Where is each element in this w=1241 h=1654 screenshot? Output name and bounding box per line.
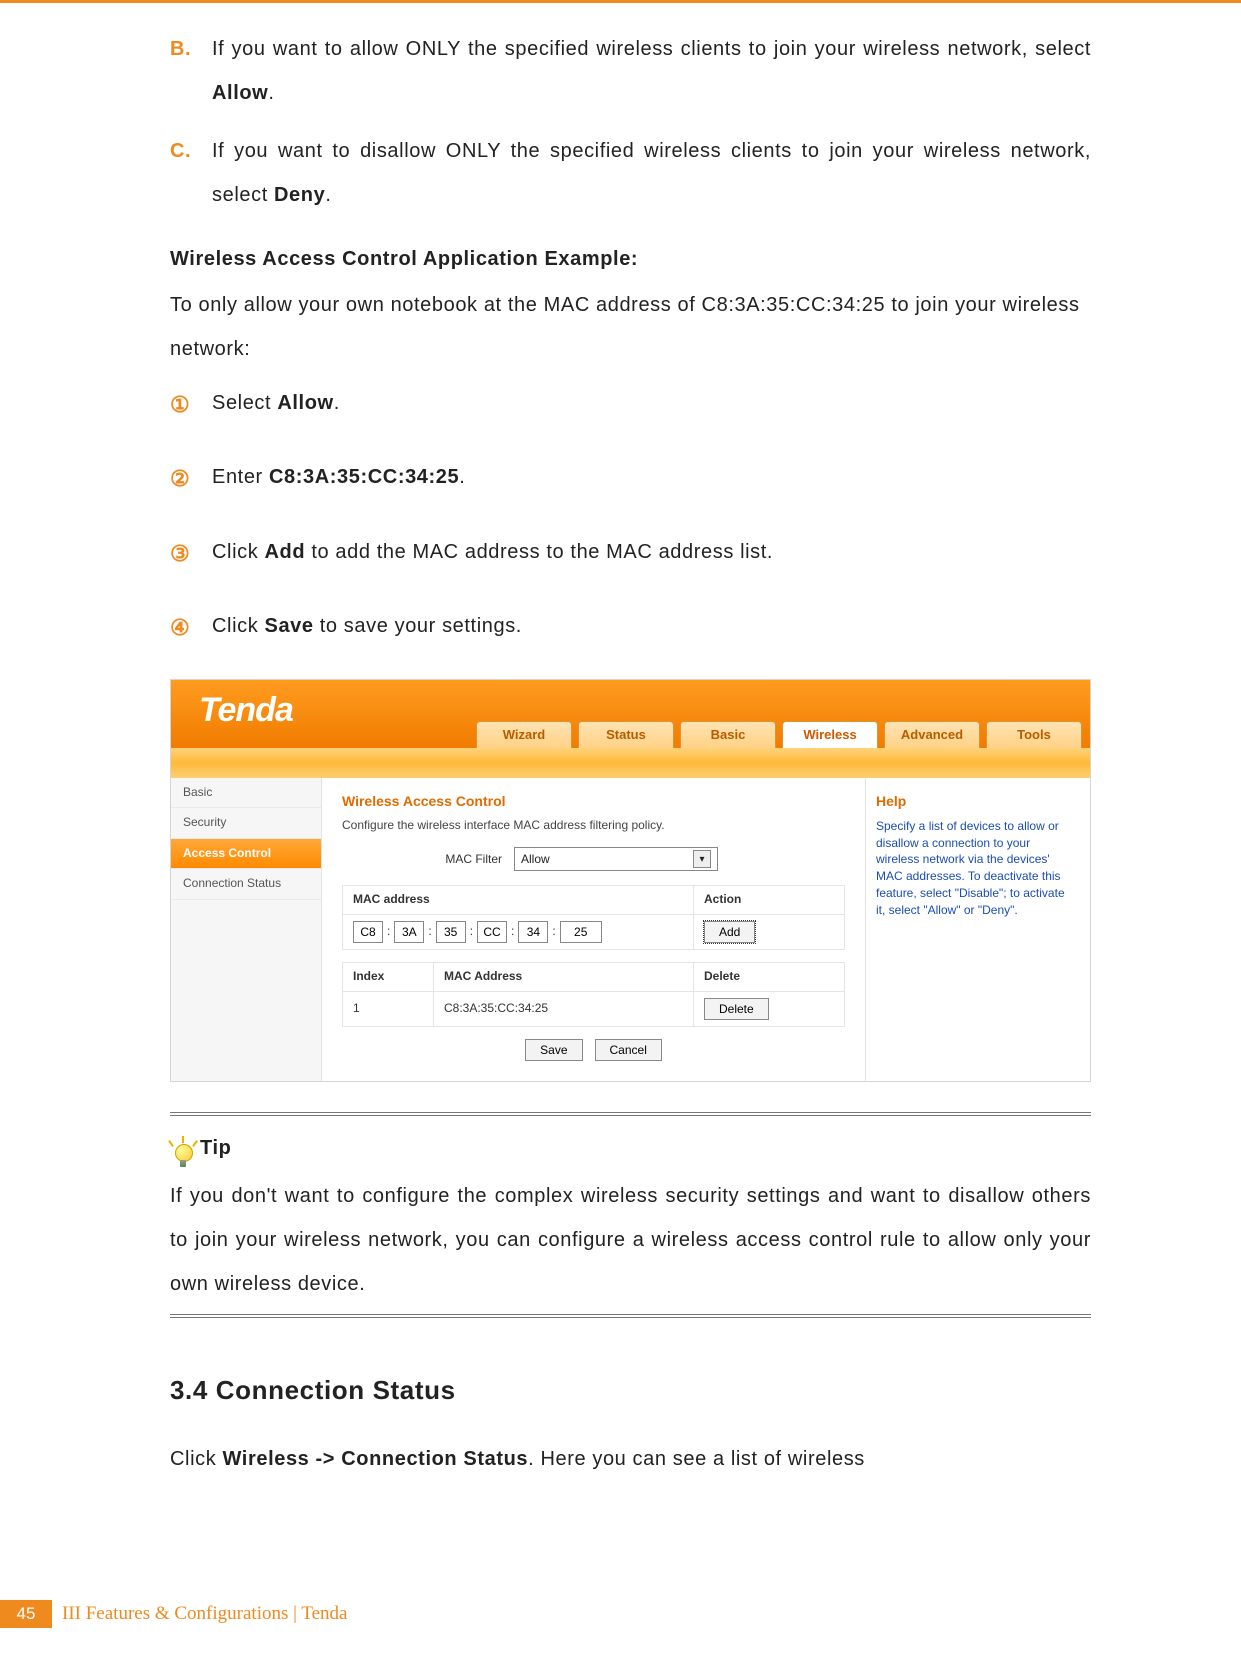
step2-pre: Enter xyxy=(212,466,269,488)
text-c: If you want to disallow ONLY the specifi… xyxy=(212,129,1091,217)
col-mac-address: MAC address xyxy=(343,886,694,915)
list-item-c: C. If you want to disallow ONLY the spec… xyxy=(170,129,1091,217)
row-index: 1 xyxy=(343,991,434,1026)
router-ui-screenshot: Tenda Wizard Status Basic Wireless Advan… xyxy=(170,679,1091,1082)
col-action: Action xyxy=(694,886,845,915)
sidebar-item-security[interactable]: Security xyxy=(171,808,321,839)
step-2: ② Enter C8:3A:35:CC:34:25. xyxy=(170,455,1091,503)
help-title: Help xyxy=(876,792,1076,810)
router-main-panel: Wireless Access Control Configure the wi… xyxy=(322,778,865,1081)
section-3-4-lead: Click Wireless -> Connection Status. Her… xyxy=(170,1437,1091,1481)
tip-text: If you don't want to configure the compl… xyxy=(170,1174,1091,1306)
step3-pre: Click xyxy=(212,541,265,563)
step2-period: . xyxy=(459,466,465,488)
marker-c: C. xyxy=(170,129,212,217)
step3-post: to add the MAC address to the MAC addres… xyxy=(305,541,773,563)
text-c-period: . xyxy=(325,184,331,206)
step-1: ① Select Allow. xyxy=(170,381,1091,429)
sec34-post: . Here you can see a list of wireless xyxy=(528,1448,865,1470)
tab-advanced[interactable]: Advanced xyxy=(884,721,980,748)
tab-wireless[interactable]: Wireless xyxy=(782,721,878,748)
sidebar-item-basic[interactable]: Basic xyxy=(171,778,321,809)
step1-pre: Select xyxy=(212,392,277,414)
sidebar-item-connection-status[interactable]: Connection Status xyxy=(171,869,321,900)
add-button[interactable]: Add xyxy=(704,921,755,943)
col-mac-list: MAC Address xyxy=(434,962,694,991)
router-sidebar: Basic Security Access Control Connection… xyxy=(171,778,322,1081)
tenda-logo: Tenda xyxy=(199,688,293,732)
step-4: ④ Click Save to save your settings. xyxy=(170,604,1091,652)
step2-marker: ② xyxy=(170,455,212,503)
col-index: Index xyxy=(343,962,434,991)
section-3-4-heading: 3.4 Connection Status xyxy=(170,1362,1091,1419)
footer-text: III Features & Configurations | Tenda xyxy=(62,1603,347,1625)
page-footer: 45 III Features & Configurations | Tenda xyxy=(0,1600,347,1628)
tip-label: Tip xyxy=(200,1126,231,1170)
table-row: 1 C8:3A:35:CC:34:25 Delete xyxy=(343,991,845,1026)
text-b-period: . xyxy=(268,82,274,104)
page-number: 45 xyxy=(0,1600,52,1628)
mac-list-table: Index MAC Address Delete 1 C8:3A:35:CC:3… xyxy=(342,962,845,1027)
tab-tools[interactable]: Tools xyxy=(986,721,1082,748)
marker-b: B. xyxy=(170,27,212,115)
cancel-button[interactable]: Cancel xyxy=(595,1039,662,1061)
tip-top-divider xyxy=(170,1112,1091,1116)
tip-heading: Tip xyxy=(170,1126,1091,1170)
text-b: If you want to allow ONLY the specified … xyxy=(212,27,1091,115)
mac-octet-3[interactable] xyxy=(436,921,466,943)
chevron-down-icon[interactable]: ▾ xyxy=(693,850,711,868)
text-c-bold: Deny xyxy=(274,184,325,206)
mac-filter-label: MAC Filter xyxy=(342,852,514,868)
tab-basic[interactable]: Basic xyxy=(680,721,776,748)
step4-bold: Save xyxy=(265,615,314,637)
step1-bold: Allow xyxy=(277,392,333,414)
step3-marker: ③ xyxy=(170,530,212,578)
tab-bar: Wizard Status Basic Wireless Advanced To… xyxy=(476,721,1090,748)
mac-octet-2[interactable] xyxy=(394,921,424,943)
example-heading: Wireless Access Control Application Exam… xyxy=(170,237,1091,281)
step1-period: . xyxy=(334,392,340,414)
delete-button[interactable]: Delete xyxy=(704,998,769,1020)
step2-bold: C8:3A:35:CC:34:25 xyxy=(269,466,459,488)
list-item-b: B. If you want to allow ONLY the specifi… xyxy=(170,27,1091,115)
row-mac: C8:3A:35:CC:34:25 xyxy=(434,991,694,1026)
save-button[interactable]: Save xyxy=(525,1039,582,1061)
step4-marker: ④ xyxy=(170,604,212,652)
step4-post: to save your settings. xyxy=(314,615,522,637)
text-b-bold: Allow xyxy=(212,82,268,104)
step4-pre: Click xyxy=(212,615,265,637)
sec34-pre: Click xyxy=(170,1448,223,1470)
panel-desc: Configure the wireless interface MAC add… xyxy=(342,818,845,834)
lightbulb-icon xyxy=(170,1140,196,1170)
mac-octet-6[interactable] xyxy=(560,921,602,943)
tab-status[interactable]: Status xyxy=(578,721,674,748)
mac-octet-5[interactable] xyxy=(518,921,548,943)
step1-marker: ① xyxy=(170,381,212,429)
router-subheader xyxy=(171,748,1090,778)
mac-filter-value: Allow xyxy=(521,852,550,868)
text-b-pre: If you want to allow ONLY the specified … xyxy=(212,38,1091,60)
top-orange-rule xyxy=(0,0,1241,3)
panel-title: Wireless Access Control xyxy=(342,792,845,810)
col-delete: Delete xyxy=(694,962,845,991)
mac-input-row: : : : : : xyxy=(353,921,683,943)
example-lead: To only allow your own notebook at the M… xyxy=(170,283,1091,371)
mac-filter-select[interactable]: Allow ▾ xyxy=(514,847,718,871)
router-header: Tenda Wizard Status Basic Wireless Advan… xyxy=(171,680,1090,748)
mac-octet-1[interactable] xyxy=(353,921,383,943)
text-c-pre: If you want to disallow ONLY the specifi… xyxy=(212,140,1091,206)
help-text: Specify a list of devices to allow or di… xyxy=(876,818,1076,919)
step-3: ③ Click Add to add the MAC address to th… xyxy=(170,530,1091,578)
step3-bold: Add xyxy=(265,541,306,563)
mac-entry-table: MAC address Action : : : : : xyxy=(342,885,845,950)
sec34-bold: Wireless -> Connection Status xyxy=(223,1448,529,1470)
help-panel: Help Specify a list of devices to allow … xyxy=(865,778,1090,1081)
tip-bottom-divider xyxy=(170,1314,1091,1318)
tab-wizard[interactable]: Wizard xyxy=(476,721,572,748)
sidebar-item-access-control[interactable]: Access Control xyxy=(171,839,321,870)
mac-octet-4[interactable] xyxy=(477,921,507,943)
